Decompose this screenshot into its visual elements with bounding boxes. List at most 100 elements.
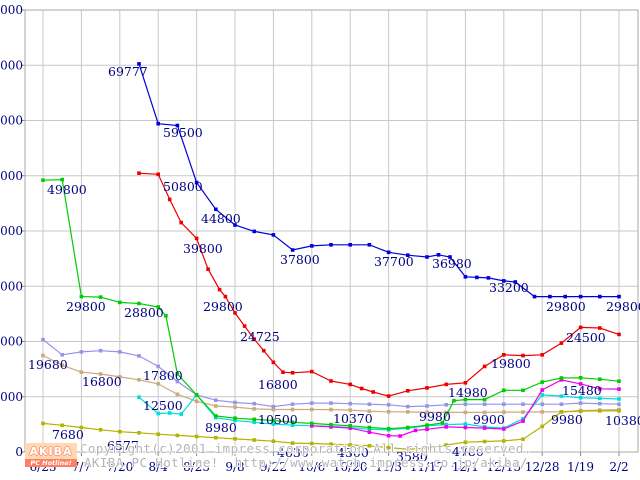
blue-line-marker	[252, 229, 256, 234]
data-label: 3580	[396, 449, 428, 464]
red-line-marker	[502, 353, 506, 357]
red-line-marker	[598, 326, 602, 330]
green-line-marker	[41, 178, 45, 182]
periwinkle-line-marker	[502, 402, 506, 406]
green-line-marker	[175, 372, 180, 376]
cyan-line-marker	[233, 418, 237, 423]
periwinkle-line-marker	[329, 401, 333, 405]
blue-line-marker	[194, 180, 199, 185]
y-axis-label: 70000	[0, 58, 23, 72]
olive-line-marker	[578, 409, 583, 413]
blue-line-marker	[513, 280, 518, 284]
magenta-line-marker	[444, 425, 448, 429]
tan-line-marker	[482, 410, 487, 415]
magenta-line-marker	[348, 426, 352, 430]
blue-line-marker	[475, 275, 479, 280]
green-line-marker	[348, 424, 352, 428]
cyan-line-marker	[463, 422, 468, 426]
olive-line-marker	[41, 421, 45, 426]
tan-line-marker	[463, 410, 468, 415]
cyan-line-marker	[290, 423, 295, 427]
olive-line-marker	[194, 434, 199, 439]
green-line-marker	[79, 294, 84, 299]
olive-line-marker	[617, 409, 621, 413]
periwinkle-line-marker	[98, 348, 103, 353]
olive-line-marker	[598, 409, 602, 413]
blue-line-marker	[175, 123, 180, 128]
green-line-marker	[310, 421, 314, 426]
tan-line-marker	[156, 382, 160, 386]
periwinkle-line-marker	[79, 350, 84, 354]
tan-line-marker	[521, 410, 525, 414]
tan-line-marker	[41, 353, 45, 358]
cyan-line-marker	[137, 395, 141, 399]
green-line-marker	[118, 300, 122, 305]
magenta-line-marker	[329, 425, 333, 429]
red-line-marker	[406, 389, 410, 393]
data-label: 15480	[562, 383, 602, 398]
red-line-marker	[540, 353, 544, 357]
data-label: 19680	[28, 357, 68, 372]
blue-line-marker	[406, 253, 410, 257]
cyan-line-marker	[167, 411, 172, 415]
periwinkle-line-marker	[540, 402, 544, 406]
green-line-marker	[271, 418, 276, 423]
tan-line-marker	[406, 410, 410, 414]
olive-line-marker	[175, 433, 180, 438]
olive-line-marker	[406, 447, 410, 451]
green-line-marker	[463, 397, 468, 402]
cyan-line-marker	[156, 411, 160, 416]
magenta-line-marker	[413, 428, 418, 433]
olive-line-marker	[482, 439, 487, 444]
red-line-marker	[329, 379, 333, 383]
tan-line-marker	[60, 363, 64, 367]
red-line-marker	[482, 364, 487, 369]
olive-line-marker	[559, 410, 564, 414]
cyan-line-marker	[444, 422, 448, 427]
magenta-line-marker	[386, 433, 391, 438]
olive-line-marker	[118, 429, 122, 434]
red-line-marker	[386, 394, 391, 398]
blue-line-marker	[486, 276, 491, 280]
x-axis-label: 1/19	[567, 460, 594, 474]
magenta-line-marker	[559, 378, 564, 382]
green-line-marker	[156, 305, 160, 309]
olive-line-marker	[386, 445, 391, 450]
red-line-marker	[137, 171, 141, 175]
olive-line-marker	[329, 442, 333, 446]
logo-top-panel: AKIBA	[25, 443, 77, 459]
green-line-marker	[540, 380, 544, 384]
blue-line-marker	[310, 244, 314, 248]
cyan-line-marker	[252, 420, 256, 425]
data-label: 28800	[124, 305, 164, 320]
plot-frame	[24, 9, 639, 453]
cyan-line-marker	[271, 422, 276, 426]
data-label: 49800	[47, 182, 87, 197]
red-line-marker	[281, 370, 285, 374]
magenta-line-marker	[540, 388, 544, 392]
blue-line-marker	[532, 294, 537, 299]
y-axis-label: 80000	[0, 3, 23, 17]
data-label: 29800	[546, 299, 586, 314]
y-axis-label: 60000	[0, 114, 23, 128]
data-label: 4300	[337, 445, 369, 460]
cyan-line-marker	[179, 412, 183, 416]
olive-line-marker	[252, 438, 256, 442]
red-line-marker	[156, 172, 160, 177]
data-label: 17800	[143, 368, 183, 383]
green-line-marker	[502, 388, 506, 393]
periwinkle-line-marker	[482, 402, 487, 406]
red-line-marker	[242, 324, 247, 328]
blue-line-marker	[214, 207, 218, 212]
red-line-marker	[179, 220, 183, 225]
red-line-marker	[348, 382, 352, 387]
red-line-marker	[578, 325, 583, 330]
site-url-line: AKIBA PC Hotline! http://www.watch.impre…	[84, 455, 528, 470]
olive-line-marker	[425, 446, 429, 450]
x-axis-label: 8/4	[149, 460, 169, 474]
magenta-line-marker	[617, 387, 621, 391]
blue-line-marker	[463, 275, 468, 279]
magenta-line-marker	[578, 382, 583, 386]
tan-line-marker	[137, 378, 141, 382]
